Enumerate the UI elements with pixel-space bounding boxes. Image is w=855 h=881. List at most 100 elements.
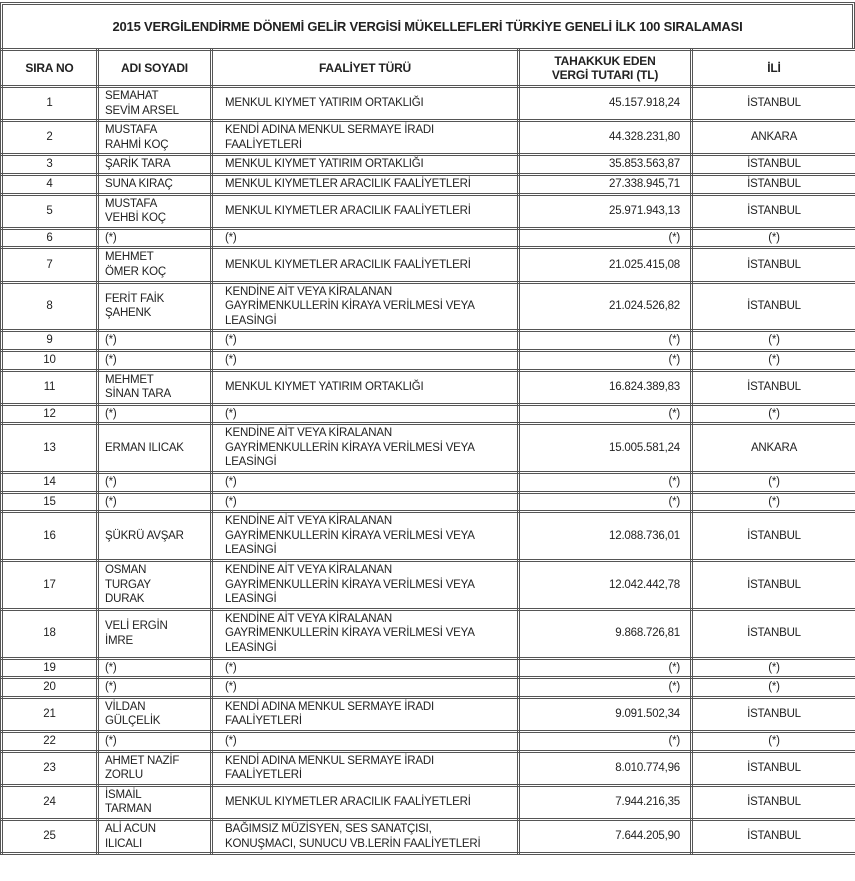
city-cell: ANKARA <box>692 121 855 155</box>
activity-cell: MENKUL KIYMET YATIRIM ORTAKLIĞI <box>212 155 519 175</box>
activity-cell: KENDİ ADINA MENKUL SERMAYE İRADI FAALİYE… <box>212 121 519 155</box>
tax-amount-cell: (*) <box>519 731 692 751</box>
tax-amount-cell: 8.010.774,96 <box>519 751 692 785</box>
city-cell: (*) <box>692 492 855 512</box>
activity-cell: MENKUL KIYMETLER ARACILIK FAALİYETLERİ <box>212 174 519 194</box>
name-cell: İSMAİL TARMAN <box>98 785 212 819</box>
tax-amount-cell: 7.644.205,90 <box>519 819 692 853</box>
sira-no-cell: 22 <box>2 731 98 751</box>
sira-no-cell: 25 <box>2 819 98 853</box>
name-cell: SUNA KIRAÇ <box>98 174 212 194</box>
city-cell: (*) <box>692 731 855 751</box>
sira-no-cell: 19 <box>2 658 98 678</box>
sira-no-cell: 15 <box>2 492 98 512</box>
sira-no-cell: 4 <box>2 174 98 194</box>
name-cell: (*) <box>98 678 212 698</box>
header-row: SIRA NO ADI SOYADI FAALİYET TÜRÜ TAHAKKU… <box>2 50 855 87</box>
name-cell: VİLDAN GÜLÇELİK <box>98 697 212 731</box>
sira-no-cell: 7 <box>2 248 98 282</box>
sira-no-cell: 12 <box>2 404 98 424</box>
activity-cell: KENDİNE AİT VEYA KİRALANAN GAYRİMENKULLE… <box>212 609 519 658</box>
name-cell: MUSTAFA VEHBİ KOÇ <box>98 194 212 228</box>
tax-amount-cell: 15.005.581,24 <box>519 424 692 473</box>
name-cell: (*) <box>98 331 212 351</box>
sira-no-cell: 16 <box>2 512 98 561</box>
city-cell: İSTANBUL <box>692 561 855 610</box>
sira-no-cell: 11 <box>2 370 98 404</box>
activity-cell: (*) <box>212 731 519 751</box>
city-cell: İSTANBUL <box>692 819 855 853</box>
tax-amount-cell: 45.157.918,24 <box>519 87 692 121</box>
name-cell: MEHMET SİNAN TARA <box>98 370 212 404</box>
city-cell: (*) <box>692 658 855 678</box>
table-row: 12(*)(*)(*)(*) <box>2 404 855 424</box>
city-cell: İSTANBUL <box>692 697 855 731</box>
city-cell: İSTANBUL <box>692 370 855 404</box>
tax-amount-cell: (*) <box>519 678 692 698</box>
tax-amount-cell: 25.971.943,13 <box>519 194 692 228</box>
city-cell: (*) <box>692 331 855 351</box>
table-row: 6(*)(*)(*)(*) <box>2 228 855 248</box>
tax-amount-cell: 27.338.945,71 <box>519 174 692 194</box>
tax-amount-cell: 35.853.563,87 <box>519 155 692 175</box>
sira-no-cell: 5 <box>2 194 98 228</box>
tax-amount-cell: (*) <box>519 228 692 248</box>
activity-cell: KENDİ ADINA MENKUL SERMAYE İRADI FAALİYE… <box>212 697 519 731</box>
sira-no-cell: 3 <box>2 155 98 175</box>
activity-cell: (*) <box>212 404 519 424</box>
table-row: 19(*)(*)(*)(*) <box>2 658 855 678</box>
tax-amount-cell: 16.824.389,83 <box>519 370 692 404</box>
activity-cell: (*) <box>212 331 519 351</box>
name-cell: AHMET NAZİF ZORLU <box>98 751 212 785</box>
header-vergi-tutari: TAHAKKUK EDEN VERGİ TUTARI (TL) <box>519 50 692 87</box>
activity-cell: (*) <box>212 473 519 493</box>
city-cell: İSTANBUL <box>692 751 855 785</box>
name-cell: VELİ ERGİN İMRE <box>98 609 212 658</box>
table-row: 20(*)(*)(*)(*) <box>2 678 855 698</box>
table-row: 10(*)(*)(*)(*) <box>2 350 855 370</box>
tax-amount-cell: 44.328.231,80 <box>519 121 692 155</box>
city-cell: İSTANBUL <box>692 282 855 331</box>
tax-amount-cell: (*) <box>519 404 692 424</box>
city-cell: İSTANBUL <box>692 174 855 194</box>
sira-no-cell: 14 <box>2 473 98 493</box>
city-cell: (*) <box>692 350 855 370</box>
tax-amount-cell: (*) <box>519 331 692 351</box>
city-cell: İSTANBUL <box>692 512 855 561</box>
activity-cell: KENDİNE AİT VEYA KİRALANAN GAYRİMENKULLE… <box>212 282 519 331</box>
name-cell: ALİ ACUN ILICALI <box>98 819 212 853</box>
sira-no-cell: 18 <box>2 609 98 658</box>
activity-cell: BAĞIMSIZ MÜZİSYEN, SES SANATÇISI, KONUŞM… <box>212 819 519 853</box>
name-cell: OSMAN TURGAY DURAK <box>98 561 212 610</box>
activity-cell: KENDİNE AİT VEYA KİRALANAN GAYRİMENKULLE… <box>212 512 519 561</box>
header-ili: İLİ <box>692 50 855 87</box>
name-cell: ŞARİK TARA <box>98 155 212 175</box>
tax-amount-cell: (*) <box>519 473 692 493</box>
city-cell: ANKARA <box>692 424 855 473</box>
city-cell: İSTANBUL <box>692 155 855 175</box>
name-cell: ŞÜKRÜ AVŞAR <box>98 512 212 561</box>
city-cell: İSTANBUL <box>692 87 855 121</box>
activity-cell: MENKUL KIYMETLER ARACILIK FAALİYETLERİ <box>212 194 519 228</box>
city-cell: İSTANBUL <box>692 609 855 658</box>
activity-cell: (*) <box>212 350 519 370</box>
tax-amount-cell: 21.025.415,08 <box>519 248 692 282</box>
tax-amount-cell: 9.868.726,81 <box>519 609 692 658</box>
activity-cell: (*) <box>212 678 519 698</box>
city-cell: (*) <box>692 678 855 698</box>
name-cell: FERİT FAİK ŞAHENK <box>98 282 212 331</box>
sira-no-cell: 9 <box>2 331 98 351</box>
city-cell: (*) <box>692 228 855 248</box>
activity-cell: KENDİNE AİT VEYA KİRALANAN GAYRİMENKULLE… <box>212 561 519 610</box>
